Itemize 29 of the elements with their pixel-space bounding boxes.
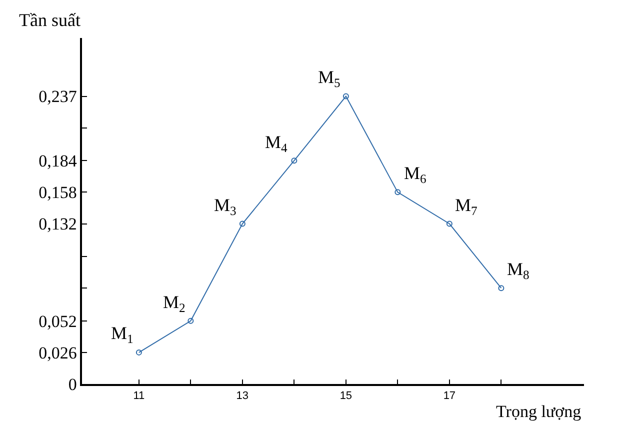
y-tick-label: 0,184 (38, 152, 78, 171)
y-tick-label: 0,132 (38, 214, 77, 234)
point (498, 285, 504, 292)
annotation: M$_{6}$ (404, 163, 426, 186)
point (342, 93, 349, 100)
point (446, 220, 452, 227)
annotation: M$_{3}$ (214, 195, 236, 218)
y-tick-label: 0 (68, 374, 77, 394)
annotation: M$_{8}$ (507, 259, 530, 282)
annotation: M$_{2}$ (163, 292, 186, 315)
point (136, 349, 142, 356)
point (188, 318, 194, 324)
y-tick-label: 0,237 (38, 87, 78, 106)
annotation: M$_{1}$ (111, 323, 134, 346)
x-tick-label: 17 (443, 390, 456, 402)
y-tick-label: 0,052 (38, 312, 77, 331)
annotation: M$_{5}$ (318, 67, 340, 90)
y-tick-label: 0,158 (38, 183, 77, 202)
x-tick-label: 13 (236, 390, 249, 402)
x-axis-title: Trọng lượng (496, 402, 582, 421)
x-tick-label: 11 (133, 390, 145, 402)
annotation: M$_{7}$ (455, 195, 478, 218)
annotation: M$_{4}$ (265, 132, 288, 155)
point (239, 220, 246, 227)
point (394, 189, 401, 196)
x-tick-label: 15 (340, 390, 352, 402)
point (291, 158, 298, 164)
y-tick-label: 0,026 (38, 343, 77, 362)
y-axis-title: Tần suất (19, 10, 80, 30)
